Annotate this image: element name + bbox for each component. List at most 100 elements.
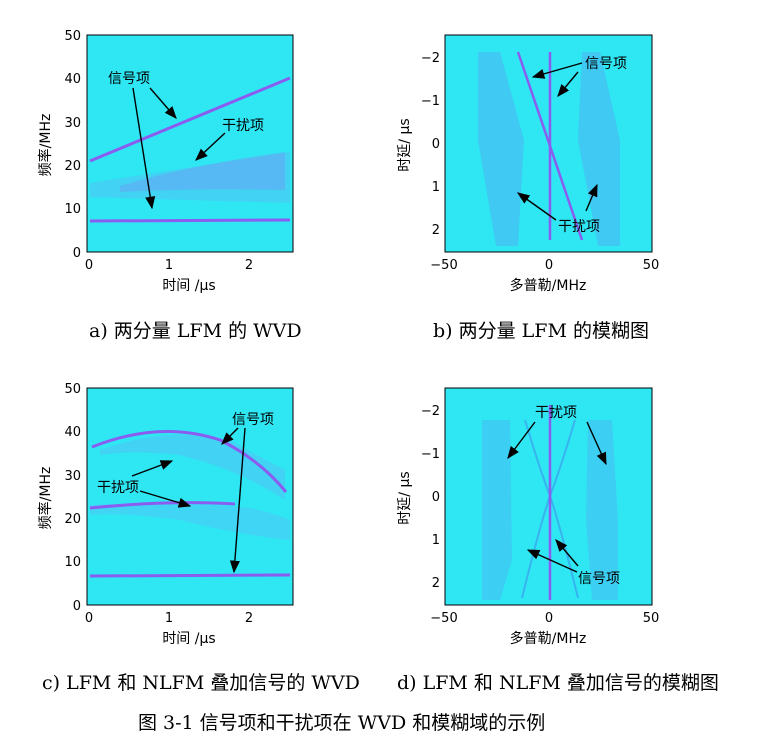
panel-a-xticks: 0 1 2 bbox=[85, 258, 253, 273]
panel-c-xtick: 1 bbox=[165, 611, 173, 626]
panel-a-xlabel: 时间 /μs bbox=[162, 278, 215, 294]
panel-c-ytick: 30 bbox=[64, 469, 81, 484]
panel-a-signal-line bbox=[89, 76, 291, 163]
panel-c-arrow-interference-2 bbox=[139, 490, 192, 508]
panel-a-arrow-signal-1 bbox=[149, 87, 177, 119]
panel-a-arrow-signal-2 bbox=[132, 87, 156, 210]
panel-a-ytick: 20 bbox=[64, 159, 81, 174]
panel-b-lobe-right bbox=[578, 52, 620, 246]
panel-c-ytick: 20 bbox=[64, 512, 81, 527]
panel-c-constant-line bbox=[89, 573, 291, 578]
panel-b-caption: b) 两分量 LFM 的模糊图 bbox=[433, 320, 649, 342]
panel-a-interference-core bbox=[120, 152, 285, 192]
panel-b-ytick: −1 bbox=[421, 94, 440, 109]
panel-b-xlabel: 多普勒/MHz bbox=[510, 277, 587, 294]
panel-a-label-interference: 干扰项 bbox=[222, 118, 264, 134]
panel-a-xtick: 2 bbox=[245, 258, 253, 273]
panel-d-label-signal: 信号项 bbox=[578, 571, 620, 587]
panel-d-caption: d) LFM 和 NLFM 叠加信号的模糊图 bbox=[397, 672, 719, 694]
panel-c-ytick: 0 bbox=[73, 599, 81, 614]
panel-d-yticks: −2 −1 0 1 2 bbox=[421, 404, 440, 591]
panel-c-ylabel: 频率/MHz bbox=[37, 467, 54, 530]
panel-c-xlabel: 时间 /μs bbox=[162, 631, 215, 647]
panel-c-label-interference: 干扰项 bbox=[97, 480, 139, 496]
panel-d-lobe-right bbox=[586, 420, 618, 600]
panel-c-label-signal: 信号项 bbox=[232, 412, 274, 428]
panel-c-yticks: 50 40 30 20 10 0 bbox=[64, 382, 81, 614]
panel-b-ylabel: 时延/ μs bbox=[397, 118, 413, 171]
panel-d-frame bbox=[444, 387, 653, 606]
panel-d-xtick: 0 bbox=[545, 611, 553, 626]
panel-b-ytick: 2 bbox=[432, 223, 440, 238]
panel-a-ytick: 50 bbox=[64, 29, 81, 44]
panel-d-ytick: −1 bbox=[421, 447, 440, 462]
panel-c-xtick: 2 bbox=[245, 611, 253, 626]
panel-c-nlfm-curve bbox=[91, 429, 288, 493]
panel-d-ytick: 2 bbox=[432, 576, 440, 591]
panel-c-frame bbox=[86, 387, 294, 606]
panel-b-xticks: −50 0 50 bbox=[430, 258, 659, 273]
panel-b-arrow-signal-1 bbox=[531, 62, 583, 79]
panel-b-xtick: 0 bbox=[545, 258, 553, 273]
panel-a-ytick: 10 bbox=[64, 202, 81, 217]
panel-b-ytick: 1 bbox=[432, 180, 440, 195]
panel-a-ytick: 30 bbox=[64, 116, 81, 131]
panel-b-label-signal: 信号项 bbox=[585, 56, 627, 72]
panel-a-ylabel: 频率/MHz bbox=[37, 114, 54, 177]
panel-d-label-interference: 干扰项 bbox=[535, 405, 577, 421]
panel-a-xtick: 1 bbox=[165, 258, 173, 273]
panel-c-caption: c) LFM 和 NLFM 叠加信号的 WVD bbox=[42, 672, 360, 694]
panel-b-arrow-interference-2 bbox=[585, 183, 598, 212]
panel-d-arrow-interference-1 bbox=[507, 421, 536, 460]
figure-caption: 图 3-1 信号项和干扰项在 WVD 和模糊域的示例 bbox=[138, 712, 546, 734]
panel-a: 信号项 干扰项 50 40 30 20 10 0 0 1 2 时间 /μs 频率… bbox=[37, 29, 294, 294]
panel-b-xtick: 50 bbox=[643, 258, 660, 273]
panel-c-lfm-band bbox=[89, 501, 236, 510]
panel-b-lobe-left bbox=[478, 52, 524, 246]
panel-c-ytick: 10 bbox=[64, 555, 81, 570]
panel-a-constant-line bbox=[89, 218, 291, 223]
panel-b-label-interference: 干扰项 bbox=[558, 219, 600, 235]
panel-d-xtick: 50 bbox=[643, 611, 660, 626]
panel-b-ytick: −2 bbox=[421, 51, 440, 66]
panel-b-yticks: −2 −1 0 1 2 bbox=[421, 51, 440, 238]
panel-b-frame bbox=[444, 34, 653, 253]
panel-b-xtick: −50 bbox=[430, 258, 457, 273]
panel-b: 信号项 干扰项 −2 −1 0 1 2 −50 0 50 多普勒/MHz 时延/… bbox=[397, 34, 659, 294]
panel-a-caption: a) 两分量 LFM 的 WVD bbox=[89, 320, 302, 342]
panel-d-lobe-left bbox=[482, 420, 512, 600]
panel-d-ytick: 1 bbox=[432, 533, 440, 548]
panel-a-interference-band bbox=[90, 152, 290, 203]
panel-a-ytick: 40 bbox=[64, 72, 81, 87]
panel-d-ytick: −2 bbox=[421, 404, 440, 419]
panel-d-arrow-signal-1 bbox=[526, 549, 578, 573]
panel-b-arrow-interference-1 bbox=[516, 192, 557, 221]
panel-d-arrow-signal-2 bbox=[555, 539, 579, 567]
panel-d: 干扰项 信号项 −2 −1 0 1 2 −50 0 50 多普勒/MHz 时延/… bbox=[397, 387, 659, 647]
panel-a-ytick: 0 bbox=[73, 246, 81, 261]
panel-d-xticks: −50 0 50 bbox=[430, 611, 659, 626]
panel-a-label-signal: 信号项 bbox=[108, 71, 150, 87]
panel-b-ytick: 0 bbox=[432, 137, 440, 152]
panel-a-xtick: 0 bbox=[85, 258, 93, 273]
panel-a-arrow-interference bbox=[195, 132, 226, 161]
panel-c: 信号项 干扰项 50 40 30 20 10 0 0 1 2 时间 /μs 频率… bbox=[37, 382, 294, 647]
panel-c-plot-area bbox=[87, 388, 293, 605]
panel-a-frame bbox=[86, 34, 294, 253]
panel-c-arrow-interference-1 bbox=[131, 460, 174, 477]
panel-c-xticks: 0 1 2 bbox=[85, 611, 253, 626]
panel-c-arrow-signal-1 bbox=[221, 427, 239, 445]
panel-d-arrow-interference-2 bbox=[586, 421, 607, 466]
panel-d-xtick: −50 bbox=[430, 611, 457, 626]
panel-c-xtick: 0 bbox=[85, 611, 93, 626]
panel-a-plot-area bbox=[87, 35, 293, 252]
panel-a-yticks: 50 40 30 20 10 0 bbox=[64, 29, 81, 261]
panel-c-arrow-signal-2 bbox=[229, 427, 246, 574]
panel-d-ylabel: 时延/ μs bbox=[397, 471, 413, 524]
panel-c-ytick: 40 bbox=[64, 425, 81, 440]
panel-d-xlabel: 多普勒/MHz bbox=[510, 630, 587, 647]
panel-c-ytick: 50 bbox=[64, 382, 81, 397]
panel-d-ytick: 0 bbox=[432, 490, 440, 505]
panel-c-interference-middle bbox=[90, 503, 290, 540]
